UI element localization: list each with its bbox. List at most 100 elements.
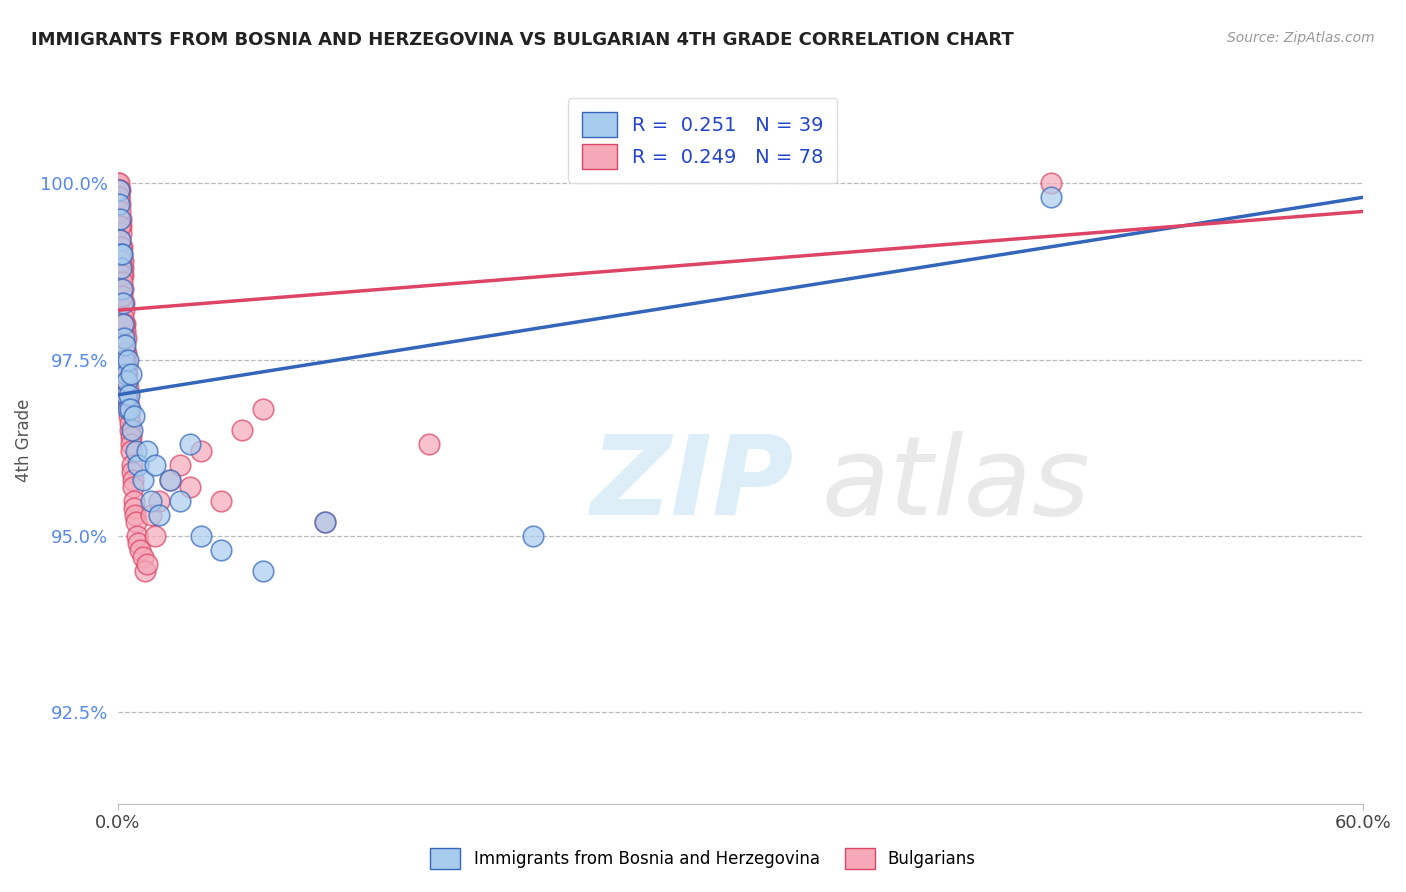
Point bbox=[112, 318, 135, 332]
Point bbox=[134, 564, 156, 578]
Point bbox=[112, 296, 135, 310]
Point bbox=[110, 247, 132, 261]
Point bbox=[108, 176, 131, 190]
Point bbox=[143, 458, 166, 473]
Point bbox=[314, 515, 336, 529]
Point bbox=[522, 529, 544, 543]
Point bbox=[115, 374, 138, 388]
Point bbox=[252, 401, 274, 416]
Point bbox=[108, 219, 131, 233]
Point bbox=[112, 303, 135, 318]
Point bbox=[114, 318, 136, 332]
Point bbox=[252, 564, 274, 578]
Point bbox=[112, 282, 135, 296]
Point bbox=[120, 416, 142, 430]
Point bbox=[111, 268, 134, 282]
Point bbox=[117, 401, 139, 416]
Point bbox=[159, 473, 181, 487]
Point bbox=[314, 515, 336, 529]
Text: ZIP: ZIP bbox=[591, 431, 794, 538]
Point bbox=[114, 359, 136, 374]
Point bbox=[107, 183, 129, 197]
Point bbox=[110, 226, 132, 240]
Point bbox=[112, 318, 135, 332]
Point bbox=[118, 423, 141, 437]
Point bbox=[169, 458, 191, 473]
Point bbox=[110, 260, 132, 275]
Point bbox=[110, 253, 132, 268]
Point bbox=[111, 275, 134, 289]
Point bbox=[111, 240, 134, 254]
Point bbox=[120, 367, 142, 381]
Point bbox=[108, 233, 131, 247]
Point bbox=[139, 493, 162, 508]
Point bbox=[127, 536, 149, 550]
Point bbox=[179, 479, 201, 493]
Point bbox=[112, 338, 135, 352]
Point bbox=[110, 240, 132, 254]
Point bbox=[148, 493, 170, 508]
Point bbox=[108, 204, 131, 219]
Point bbox=[121, 473, 143, 487]
Point bbox=[115, 345, 138, 359]
Point bbox=[135, 557, 157, 571]
Point bbox=[120, 401, 142, 416]
Point bbox=[179, 437, 201, 451]
Point bbox=[121, 458, 143, 473]
Point bbox=[231, 423, 253, 437]
Point bbox=[135, 444, 157, 458]
Point bbox=[117, 388, 139, 402]
Point bbox=[148, 508, 170, 522]
Point bbox=[1040, 190, 1063, 204]
Text: atlas: atlas bbox=[821, 431, 1090, 538]
Point bbox=[111, 282, 134, 296]
Point bbox=[114, 338, 136, 352]
Legend: Immigrants from Bosnia and Herzegovina, Bulgarians: Immigrants from Bosnia and Herzegovina, … bbox=[420, 838, 986, 880]
Point bbox=[108, 197, 131, 211]
Point bbox=[111, 289, 134, 303]
Point bbox=[122, 409, 145, 423]
Point bbox=[115, 367, 138, 381]
Point bbox=[115, 359, 138, 374]
Point bbox=[112, 331, 135, 345]
Point bbox=[108, 190, 131, 204]
Point bbox=[139, 508, 162, 522]
Point bbox=[117, 381, 139, 395]
Point bbox=[118, 388, 141, 402]
Point bbox=[110, 219, 132, 233]
Point bbox=[115, 352, 138, 367]
Point bbox=[121, 423, 143, 437]
Point bbox=[114, 331, 136, 345]
Point bbox=[110, 233, 132, 247]
Point bbox=[169, 493, 191, 508]
Point bbox=[108, 190, 131, 204]
Point bbox=[112, 352, 135, 367]
Point bbox=[127, 458, 149, 473]
Point bbox=[127, 529, 149, 543]
Point bbox=[111, 260, 134, 275]
Point bbox=[120, 430, 142, 444]
Point bbox=[190, 529, 212, 543]
Point bbox=[209, 493, 232, 508]
Point bbox=[108, 211, 131, 226]
Point bbox=[111, 296, 134, 310]
Point bbox=[107, 183, 129, 197]
Point bbox=[120, 437, 142, 451]
Point bbox=[209, 543, 232, 558]
Point bbox=[111, 247, 134, 261]
Point bbox=[122, 493, 145, 508]
Point bbox=[131, 473, 153, 487]
Point bbox=[122, 479, 145, 493]
Point bbox=[125, 515, 148, 529]
Point bbox=[117, 352, 139, 367]
Point bbox=[124, 508, 146, 522]
Point bbox=[114, 374, 136, 388]
Point bbox=[107, 176, 129, 190]
Point bbox=[118, 401, 141, 416]
Point bbox=[114, 345, 136, 359]
Text: Source: ZipAtlas.com: Source: ZipAtlas.com bbox=[1227, 31, 1375, 45]
Point bbox=[110, 211, 132, 226]
Point bbox=[159, 473, 181, 487]
Text: IMMIGRANTS FROM BOSNIA AND HERZEGOVINA VS BULGARIAN 4TH GRADE CORRELATION CHART: IMMIGRANTS FROM BOSNIA AND HERZEGOVINA V… bbox=[31, 31, 1014, 49]
Point bbox=[114, 388, 136, 402]
